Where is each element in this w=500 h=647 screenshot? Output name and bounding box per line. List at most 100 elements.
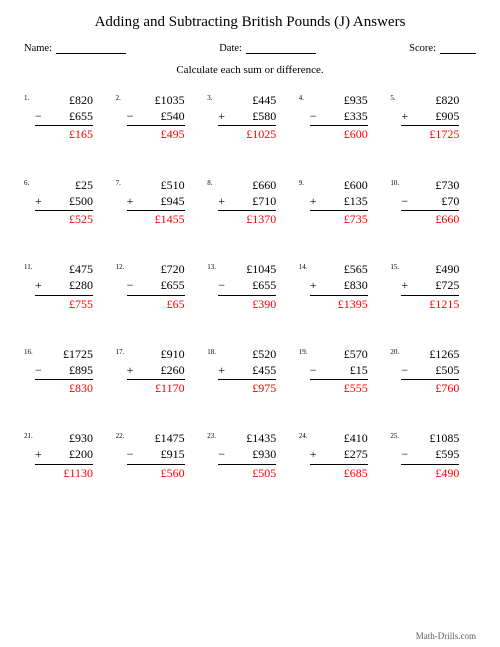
problem-calc: £820+£905£1725 — [401, 92, 459, 143]
operand-a: £1035 — [127, 92, 185, 108]
operand-b: £70 — [441, 193, 459, 209]
problem-number: 6. — [24, 177, 35, 187]
operator: − — [127, 108, 137, 124]
answer: £1130 — [35, 465, 93, 481]
meta-row: Name: Date: Score: — [24, 43, 476, 54]
operand-b-row: + £710 — [218, 193, 276, 209]
problem: 14.£565+£830£1395 — [299, 261, 385, 312]
operand-b-row: −£915 — [127, 446, 185, 462]
operand-b: £455 — [252, 362, 276, 378]
problem-calc: £600+£135£735 — [310, 177, 368, 228]
problem: 12.£720−£655£65 — [116, 261, 202, 312]
problem: 15.£490+£725£1215 — [390, 261, 476, 312]
operand-a: £1475 — [127, 430, 185, 446]
operand-a: £1435 — [218, 430, 276, 446]
operator: + — [35, 193, 45, 209]
operator: − — [218, 446, 228, 462]
operand-a: £820 — [35, 92, 93, 108]
operator: − — [127, 277, 137, 293]
answer: £505 — [218, 465, 276, 481]
problem-calc: £820−£655£165 — [35, 92, 93, 143]
problem-calc: £410+£275£685 — [310, 430, 368, 481]
operand-b: £335 — [344, 108, 368, 124]
operand-a: £660 — [218, 177, 276, 193]
operand-b-row: −£505 — [401, 362, 459, 378]
operand-b: £200 — [69, 446, 93, 462]
answer: £660 — [401, 211, 459, 227]
score-label: Score: — [409, 43, 436, 54]
date-line[interactable] — [246, 53, 316, 54]
operator: − — [35, 108, 45, 124]
problem-number: 17. — [116, 346, 127, 356]
problem-calc: £930+ £200 £1130 — [35, 430, 93, 481]
problem-calc: £510+£945£1455 — [127, 177, 185, 228]
answer: £760 — [401, 380, 459, 396]
operand-b: £830 — [344, 277, 368, 293]
operand-b: £895 — [69, 362, 93, 378]
operand-b-row: −£70 — [401, 193, 459, 209]
problem: 3.£445+£580£1025 — [207, 92, 293, 143]
problem-calc: £25+£500£525 — [35, 177, 93, 228]
operand-b: £15 — [350, 362, 368, 378]
answer: £1395 — [310, 296, 368, 312]
problem-calc: £1265−£505£760 — [401, 346, 459, 397]
answer: £1025 — [218, 126, 276, 142]
operand-b-row: +£500 — [35, 193, 93, 209]
operand-b: £655 — [252, 277, 276, 293]
operator: + — [218, 193, 228, 209]
problem-calc: £445+£580£1025 — [218, 92, 276, 143]
problem-number: 3. — [207, 92, 218, 102]
answer: £1725 — [401, 126, 459, 142]
operand-b-row: +£905 — [401, 108, 459, 124]
operand-a: £1725 — [35, 346, 93, 362]
problem: 8.£660+£710£1370 — [207, 177, 293, 228]
answer: £560 — [127, 465, 185, 481]
operand-a: £490 — [401, 261, 459, 277]
operand-a: £520 — [218, 346, 276, 362]
problem: 13.£1045−£655£390 — [207, 261, 293, 312]
operand-b-row: −£930 — [218, 446, 276, 462]
problem-calc: £1725−£895£830 — [35, 346, 93, 397]
footer-text: Math-Drills.com — [416, 631, 476, 641]
problem-number: 20. — [390, 346, 401, 356]
operand-b-row: +£260 — [127, 362, 185, 378]
problem-calc: £1045−£655£390 — [218, 261, 276, 312]
problem-calc: £910+£260£1170 — [127, 346, 185, 397]
problem-number: 7. — [116, 177, 127, 187]
problem: 23.£1435−£930£505 — [207, 430, 293, 481]
name-line[interactable] — [56, 53, 126, 54]
operand-b-row: + £455 — [218, 362, 276, 378]
operand-a: £930 — [35, 430, 93, 446]
operand-b: £710 — [252, 193, 276, 209]
problem: 1.£820−£655£165 — [24, 92, 110, 143]
problem: 9.£600+£135£735 — [299, 177, 385, 228]
operator: + — [218, 362, 228, 378]
problem-number: 19. — [299, 346, 310, 356]
operand-b-row: − £655 — [218, 277, 276, 293]
problem-number: 8. — [207, 177, 218, 187]
operator: + — [35, 277, 45, 293]
operand-b-row: −£895 — [35, 362, 93, 378]
operator: − — [310, 108, 320, 124]
operand-a: £720 — [127, 261, 185, 277]
problem-calc: £720−£655£65 — [127, 261, 185, 312]
operand-b-row: +£135 — [310, 193, 368, 209]
answer: £685 — [310, 465, 368, 481]
problem-number: 2. — [116, 92, 127, 102]
problem: 21.£930+ £200 £1130 — [24, 430, 110, 481]
operator: − — [218, 277, 228, 293]
problem-number: 21. — [24, 430, 35, 440]
problem-calc: £1085−£595£490 — [401, 430, 459, 481]
operand-b-row: +£280 — [35, 277, 93, 293]
operator: + — [35, 446, 45, 462]
answer: £490 — [401, 465, 459, 481]
problem: 10.£730−£70£660 — [390, 177, 476, 228]
problem: 16.£1725−£895£830 — [24, 346, 110, 397]
problem-calc: £475+£280£755 — [35, 261, 93, 312]
problem-number: 22. — [116, 430, 127, 440]
problem-number: 24. — [299, 430, 310, 440]
operand-b: £260 — [161, 362, 185, 378]
operand-b-row: +£275 — [310, 446, 368, 462]
score-line[interactable] — [440, 53, 476, 54]
operand-a: £570 — [310, 346, 368, 362]
